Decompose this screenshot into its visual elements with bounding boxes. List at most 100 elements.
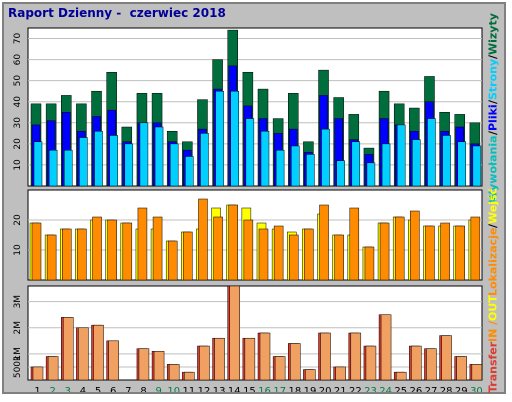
sites-bar (183, 231, 193, 281)
y-tick-label: 10 (13, 159, 23, 171)
sites-panel (27, 189, 483, 281)
x-tick-label: 25 (394, 386, 407, 392)
files-bar (169, 143, 179, 187)
x-tick-label: 12 (198, 386, 211, 392)
sites-bar (425, 225, 435, 281)
x-tick-label: 22 (349, 386, 362, 392)
y-tick-label: 20 (13, 138, 23, 150)
sites-bar (152, 216, 163, 281)
sites-bar (198, 198, 208, 281)
chart-frame: Raport Dzienny - czerwiec 2018 10 20 30 40 5… (2, 2, 506, 394)
sites-bar (243, 219, 254, 281)
sites-bar (455, 225, 465, 281)
sites-bar (258, 228, 269, 281)
kbout-bar (305, 369, 316, 381)
y-tick-label: 20 (13, 214, 23, 226)
sites-bar (46, 234, 57, 281)
sites-bar (107, 219, 117, 281)
legend-entry: Lokalizacje (486, 227, 500, 297)
sites-bar (122, 222, 133, 281)
sites-bar (394, 216, 405, 281)
x-tick-label: 20 (319, 386, 332, 392)
legend-entry: IN / (486, 320, 500, 342)
x-tick-label: 10 (167, 386, 180, 392)
legend-entry: Strony (486, 59, 500, 101)
x-tick-label: 28 (440, 386, 453, 392)
kbout-bar (335, 366, 346, 381)
x-tick-label: 3 (65, 386, 71, 392)
files-bar (291, 145, 300, 187)
x-tick-label: 2 (50, 386, 56, 392)
x-tick-label: 14 (228, 386, 241, 392)
x-tick-label: 9 (155, 386, 161, 392)
kbout-bar (365, 345, 377, 381)
y-tick-label: 40 (13, 96, 23, 108)
files-bar (306, 154, 315, 187)
y-tick-label: 500k (13, 355, 23, 378)
sites-bar (379, 222, 390, 281)
kbout-bar (32, 366, 44, 381)
files-bar (79, 137, 88, 187)
files-bar (185, 156, 194, 187)
y-tick-label: 1M (13, 347, 23, 361)
x-tick-label: 19 (304, 386, 317, 392)
files-bar (472, 145, 482, 187)
files-bar (139, 122, 149, 187)
files-bar (351, 141, 361, 187)
files-bar (396, 124, 406, 187)
legend-entry: / (486, 100, 500, 105)
sites-bar (92, 216, 102, 281)
kbout-bar (108, 340, 119, 381)
y-tick-label: 70 (13, 33, 23, 45)
x-tick-label: 11 (183, 386, 196, 392)
kbout-bar (168, 364, 180, 381)
kbout-bar (199, 345, 210, 381)
files-bar (442, 135, 451, 187)
sites-bar (304, 228, 314, 281)
sites-bar (31, 222, 42, 281)
legend-entry: Wejść (486, 187, 500, 224)
sites-bar (228, 204, 238, 281)
right-legend: Wywołania / Pliki / Strony / Wizyty Lokalizacj… (482, 13, 504, 398)
files-bar (336, 160, 345, 187)
legend-entry: / (486, 223, 500, 228)
x-tick-label: 26 (410, 386, 423, 392)
traffic-panel (27, 27, 483, 187)
legend-entry: / (486, 55, 500, 60)
x-tick-label: 16 (258, 386, 271, 392)
y-tick-label: 50 (13, 75, 23, 87)
kbout-bar (290, 343, 301, 381)
kbout-bar (184, 371, 195, 381)
files-bar (321, 128, 330, 187)
x-tick-label: 24 (379, 386, 392, 392)
x-tick-label: 15 (243, 386, 256, 392)
files-bar (33, 141, 43, 187)
files-bar (366, 162, 376, 187)
kbout-bar (153, 351, 165, 381)
sites-bar (273, 225, 284, 281)
kbout-bar (471, 364, 483, 381)
x-tick-label: 29 (455, 386, 468, 392)
sites-bar (62, 228, 72, 281)
legend-entry: / (486, 131, 500, 136)
x-tick-label: 5 (95, 386, 101, 392)
x-tick-label: 17 (273, 386, 286, 392)
files-bar (215, 90, 224, 187)
files-bar (124, 143, 134, 187)
y-tick-label: 60 (13, 54, 23, 66)
kbout-bar (456, 356, 467, 381)
files-bar (427, 118, 436, 187)
y-tick-label: 30 (13, 117, 23, 129)
y-tick-label: 3M (13, 295, 23, 309)
x-tick-label: 4 (80, 386, 86, 392)
files-bar (260, 130, 270, 187)
files-bar (275, 149, 285, 187)
legend-entry: Pliki (486, 104, 500, 132)
kbout-bar (320, 332, 331, 381)
files-bar (230, 90, 239, 187)
kbout-bar (138, 348, 150, 381)
y-tick-label: 2M (13, 321, 23, 335)
kbout-bar (93, 324, 104, 381)
sites-bar (137, 207, 148, 281)
